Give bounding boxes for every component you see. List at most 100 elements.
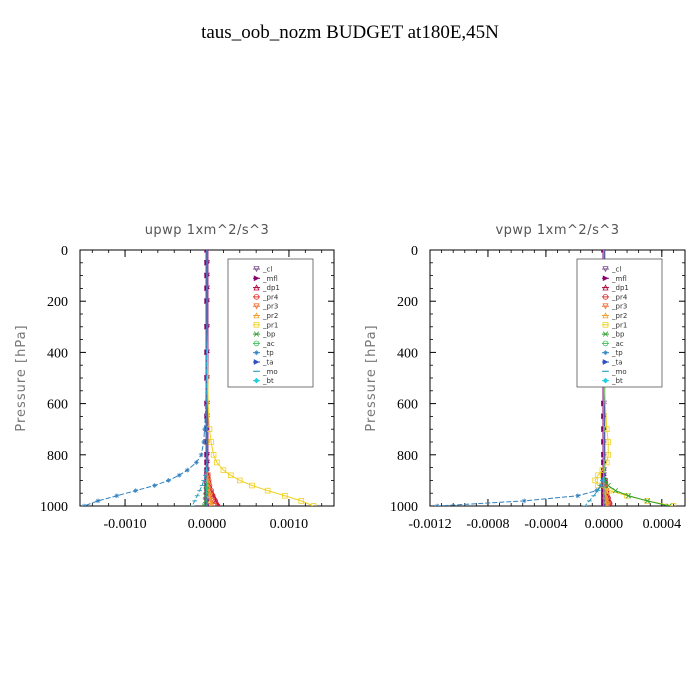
legend-marker [253, 377, 260, 384]
data-point_tp [184, 467, 190, 473]
legend: _cl_mfl_dp1_pr4_pr3_pr2_pr1_bp_ac_tp_ta_… [227, 258, 314, 388]
legend-marker [603, 350, 608, 356]
x-tick-label: -0.0008 [466, 517, 509, 532]
data-point_pr1 [310, 503, 317, 506]
legend-label: _pr4 [611, 293, 628, 301]
x-tick-label: 0.0004 [643, 517, 682, 532]
y-tick-label: 0 [411, 244, 418, 259]
data-point_tp [434, 503, 440, 506]
legend-label: _bt [262, 377, 274, 385]
legend-label: _ta [262, 359, 274, 367]
legend-marker [253, 312, 260, 319]
legend-marker [254, 350, 259, 356]
legend-label: _mfl [262, 275, 278, 283]
x-tick-label: 0.0000 [585, 517, 624, 532]
legend-label: _ta [611, 359, 623, 367]
data-point_pr1 [214, 459, 220, 466]
y-axis-label: Pressure [hPa] [14, 324, 29, 431]
x-tick-label: -0.0012 [408, 517, 451, 532]
chart-panel-1: upwp 1xm^2/s^3 Pressure [hPa] 0 200 400 600 80… [14, 223, 335, 532]
plot-area [81, 250, 317, 506]
series_tp [81, 250, 208, 506]
legend-label: _mfl [611, 275, 627, 283]
y-tick-label: 800 [47, 449, 68, 464]
y-tick-label: 600 [397, 398, 418, 413]
series-line_tp [83, 250, 208, 506]
legend-label: _tp [262, 349, 274, 357]
data-point_bp [612, 487, 619, 494]
legend-label: _tp [611, 349, 623, 357]
data-point_pr1 [603, 459, 610, 466]
y-tick-label: 200 [47, 295, 68, 310]
data-point_bp [644, 498, 651, 504]
legend-marker [253, 303, 260, 310]
y-tick-label: 800 [397, 449, 418, 464]
y-tick-label: 400 [397, 346, 418, 361]
data-point_tp [202, 426, 207, 432]
page-title: taus_oob_nozm BUDGET at180E,45N [201, 22, 499, 43]
data-point_pr1 [208, 439, 214, 445]
legend-marker [253, 340, 260, 347]
legend-label: _pr1 [611, 321, 627, 329]
chart-title: vpwp 1xm^2/s^3 [495, 223, 619, 238]
data-point_pr1 [249, 482, 255, 489]
data-point_tp [152, 483, 157, 488]
legend-marker [602, 321, 609, 328]
y-tick-label: 400 [47, 346, 68, 361]
data-point_bp [203, 487, 209, 494]
legend-label: _ac [262, 340, 275, 348]
legend-marker [602, 266, 609, 273]
legend-marker [602, 312, 609, 319]
data-point_pr2 [207, 497, 214, 504]
y-axis-label: Pressure [hPa] [364, 324, 379, 431]
data-point_tp [176, 472, 182, 478]
legend-label: _bp [262, 331, 276, 339]
data-point_bp [625, 493, 632, 499]
data-point_tp [114, 493, 120, 499]
data-point_tp [166, 478, 171, 483]
data-point_tp [201, 439, 207, 445]
data-point_pr1 [220, 467, 227, 473]
data-point_tp [133, 488, 139, 494]
legend-marker [602, 331, 609, 337]
legend-label: _pr1 [262, 321, 278, 329]
chart-panel-2: vpwp 1xm^2/s^3 Pressure [hPa] 0 200 400 600 80… [364, 223, 686, 532]
chart-title: upwp 1xm^2/s^3 [145, 223, 270, 238]
data-point_pr1 [227, 472, 234, 479]
legend-label: _bt [611, 377, 623, 385]
legend-marker [602, 377, 609, 384]
data-point_pr1 [603, 426, 610, 432]
data-point_bp [605, 482, 611, 489]
data-point_pr1 [282, 492, 288, 499]
legend-label: _pr3 [262, 303, 278, 311]
y-tick-label: 200 [397, 295, 418, 310]
legend-label: _bp [611, 331, 625, 339]
legend-marker [602, 294, 609, 300]
legend-label: _pr2 [262, 312, 278, 320]
legend-marker [253, 275, 260, 282]
data-point_pr1 [236, 477, 243, 484]
legend-marker [253, 266, 260, 273]
data-point_pr3 [210, 503, 217, 506]
legend-box [227, 258, 314, 388]
legend-label: _dp1 [262, 284, 280, 292]
data-point_pr1 [599, 467, 606, 473]
data-point_tp [81, 503, 87, 506]
data-point_pr1 [298, 498, 305, 504]
legend-label: _cl [262, 266, 272, 274]
data-point_pr1 [644, 498, 651, 504]
legend-label: _pr3 [611, 303, 627, 311]
data-point_pr1 [670, 503, 677, 506]
x-tick-label: 0.0010 [270, 517, 309, 532]
data-point_pr1 [605, 451, 612, 458]
data-point_pr4 [214, 503, 221, 506]
y-tick-label: 1000 [40, 500, 68, 515]
legend-label: _cl [611, 266, 621, 274]
legend-marker [253, 331, 260, 337]
data-point_bp [666, 503, 672, 506]
legend-label: _mo [611, 368, 627, 376]
legend-marker [253, 359, 260, 365]
data-point_pr1 [592, 477, 598, 484]
data-point_tp [575, 493, 581, 499]
legend-marker [602, 303, 609, 310]
